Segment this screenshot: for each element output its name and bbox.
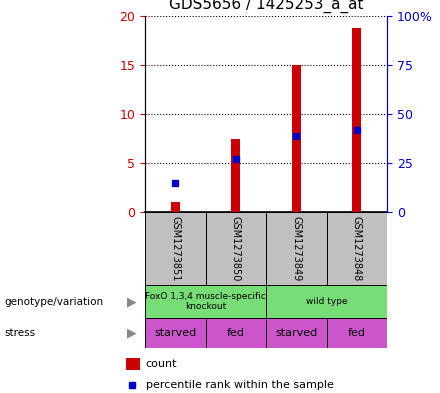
Bar xyxy=(231,138,241,212)
Text: GSM1273851: GSM1273851 xyxy=(170,216,180,281)
Bar xyxy=(126,358,140,370)
Bar xyxy=(206,212,266,285)
Text: count: count xyxy=(146,359,177,369)
Bar xyxy=(145,318,206,348)
Text: ▶: ▶ xyxy=(127,327,136,340)
Bar xyxy=(145,285,266,318)
Text: FoxO 1,3,4 muscle-specific
knockout: FoxO 1,3,4 muscle-specific knockout xyxy=(145,292,266,311)
Text: wild type: wild type xyxy=(306,297,348,306)
Bar xyxy=(266,212,326,285)
Bar xyxy=(206,318,266,348)
Title: GDS5656 / 1425253_a_at: GDS5656 / 1425253_a_at xyxy=(169,0,363,13)
Text: GSM1273849: GSM1273849 xyxy=(291,216,301,281)
Text: fed: fed xyxy=(227,328,245,338)
Bar xyxy=(145,212,206,285)
Text: GSM1273850: GSM1273850 xyxy=(231,216,241,281)
Bar xyxy=(326,318,387,348)
Text: starved: starved xyxy=(275,328,318,338)
Text: genotype/variation: genotype/variation xyxy=(4,297,103,307)
Text: GSM1273848: GSM1273848 xyxy=(352,216,362,281)
Bar xyxy=(171,202,180,212)
Bar xyxy=(352,28,362,212)
Text: ▶: ▶ xyxy=(127,295,136,308)
Bar xyxy=(266,318,326,348)
Text: stress: stress xyxy=(4,328,36,338)
Bar xyxy=(292,65,301,212)
Bar xyxy=(326,212,387,285)
Text: fed: fed xyxy=(348,328,366,338)
Text: percentile rank within the sample: percentile rank within the sample xyxy=(146,380,334,391)
Bar xyxy=(266,285,387,318)
Text: starved: starved xyxy=(154,328,197,338)
